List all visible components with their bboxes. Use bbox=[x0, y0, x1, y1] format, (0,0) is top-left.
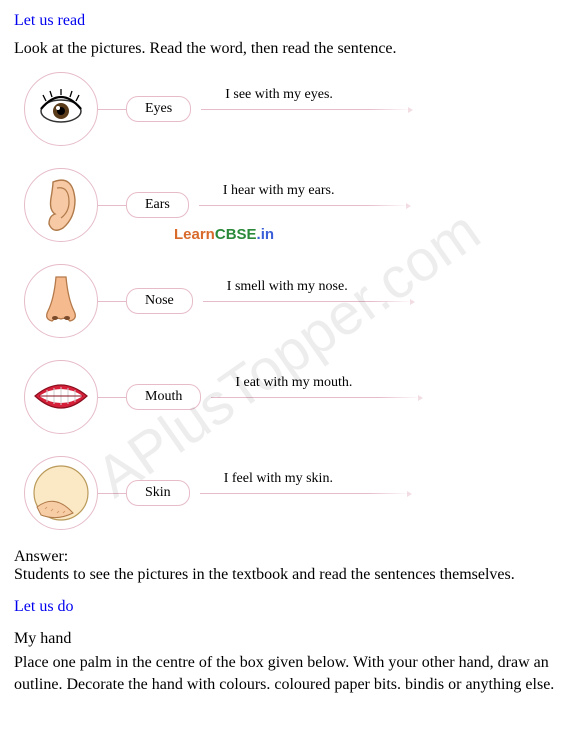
mouth-icon bbox=[24, 360, 98, 434]
organ-sentence: I see with my eyes. bbox=[225, 87, 333, 103]
organ-label: Nose bbox=[126, 288, 193, 314]
organ-row-mouth: Mouth I eat with my mouth. bbox=[24, 360, 561, 434]
connector-line bbox=[98, 205, 126, 206]
my-hand-paragraph: Place one palm in the centre of the box … bbox=[14, 652, 561, 695]
learncbse-logo: LearnCBSE.in bbox=[174, 226, 274, 243]
sentence-wrap: I feel with my skin. bbox=[200, 493, 561, 494]
organ-label: Ears bbox=[126, 192, 189, 218]
organ-sentence: I hear with my ears. bbox=[223, 183, 335, 199]
sentence-wrap: I eat with my mouth. bbox=[211, 397, 561, 398]
sentence-line bbox=[200, 493, 410, 494]
my-hand-title: My hand bbox=[14, 630, 561, 648]
organ-list: Eyes I see with my eyes. Ears I hear wit… bbox=[24, 72, 561, 530]
logo-cbse: CBSE bbox=[215, 226, 257, 243]
organ-row-eyes: Eyes I see with my eyes. bbox=[24, 72, 561, 146]
skin-icon bbox=[24, 456, 98, 530]
logo-learn: Learn bbox=[174, 226, 215, 243]
organ-sentence: I smell with my nose. bbox=[227, 279, 348, 295]
sentence-wrap: I smell with my nose. bbox=[203, 301, 561, 302]
answer-text: Students to see the pictures in the text… bbox=[14, 566, 561, 584]
sentence-line bbox=[211, 397, 421, 398]
heading-let-us-read: Let us read bbox=[14, 12, 561, 30]
sentence-line bbox=[201, 109, 411, 110]
connector-line bbox=[98, 397, 126, 398]
sentence-wrap: I hear with my ears. bbox=[199, 205, 561, 206]
ear-icon bbox=[24, 168, 98, 242]
eye-icon bbox=[24, 72, 98, 146]
organ-row-nose: Nose I smell with my nose. bbox=[24, 264, 561, 338]
connector-line bbox=[98, 301, 126, 302]
sentence-line bbox=[203, 301, 413, 302]
organ-row-ears: Ears I hear with my ears. bbox=[24, 168, 561, 242]
logo-in: .in bbox=[257, 226, 275, 243]
organ-label: Skin bbox=[126, 480, 190, 506]
connector-line bbox=[98, 109, 126, 110]
sentence-line bbox=[199, 205, 409, 206]
nose-icon bbox=[24, 264, 98, 338]
organ-sentence: I feel with my skin. bbox=[224, 471, 333, 487]
connector-line bbox=[98, 493, 126, 494]
organ-sentence: I eat with my mouth. bbox=[235, 375, 352, 391]
organ-label: Mouth bbox=[126, 384, 201, 410]
sentence-wrap: I see with my eyes. bbox=[201, 109, 561, 110]
organ-label: Eyes bbox=[126, 96, 191, 122]
heading-let-us-do: Let us do bbox=[14, 598, 561, 616]
answer-label: Answer: bbox=[14, 548, 561, 566]
organ-row-skin: Skin I feel with my skin. bbox=[24, 456, 561, 530]
instruction-text: Look at the pictures. Read the word, the… bbox=[14, 40, 561, 58]
